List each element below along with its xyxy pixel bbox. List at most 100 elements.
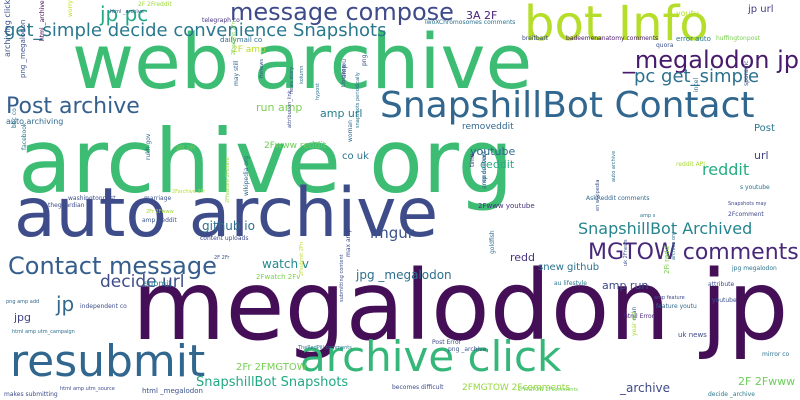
- word-au-lifestyle: au lifestyle: [554, 280, 587, 287]
- word-breitbart: breitbart: [522, 35, 549, 42]
- word-liberopay: Liberopay: [341, 62, 347, 87]
- word-snew-github: snew github: [538, 262, 600, 273]
- word-html-archive-2: html _archive: [110, 9, 144, 15]
- word-github-io: github io: [202, 219, 255, 233]
- word-youtu: youtu: [676, 9, 699, 18]
- word-s-youtube: s youtube: [740, 184, 770, 191]
- word-feature-youtu: feature youtu: [656, 303, 697, 310]
- word-auto-archive-small: auto archive: [611, 150, 617, 182]
- word-redd: redd: [510, 251, 536, 264]
- word-may-still: may still: [233, 60, 240, 86]
- word-reddit-api: reddit API: [676, 161, 706, 168]
- word-web-archive: web archive: [72, 17, 533, 106]
- word-attribution-link: attribution_link: [287, 90, 293, 128]
- word-3a-2f: 3A 2F: [466, 9, 498, 22]
- word-attribute: attribute: [708, 281, 735, 288]
- word-youtube: youtube: [470, 145, 516, 158]
- word-goldfish: goldfish: [489, 230, 496, 254]
- word-2ffeature-2fshare: 2Ffeature 2Fshare: [225, 157, 231, 203]
- word-decide-archive: decide _archive: [708, 391, 755, 398]
- word-2fwww-reddit: 2Fwww reddit: [264, 141, 327, 151]
- word-png-amp-add: png amp add: [6, 299, 40, 305]
- word-telegraph-co: telegraph co: [202, 17, 240, 24]
- word-post: Post: [754, 123, 775, 134]
- word-amp-content: amp content: [481, 150, 488, 189]
- word-facebook: facebook: [21, 122, 28, 150]
- word-2fwww-youtube: 2Fwww youtube: [478, 202, 535, 210]
- word-decide-url: decide url: [100, 272, 185, 292]
- word-snapshillbot-archived: SnapshillBot Archived: [578, 219, 753, 238]
- word-independent-co: independent co: [80, 303, 127, 310]
- word-theredpill-comments: TheRedPill comments: [298, 345, 352, 351]
- word-url: url: [754, 149, 769, 162]
- word-archive-org: archive org: [18, 110, 514, 213]
- word-jp-pc: jp pc: [100, 2, 149, 26]
- word-bbc-co: bbc co: [11, 108, 18, 128]
- word-resubmit: resubmit: [10, 336, 206, 387]
- word-woman: woman: [347, 120, 354, 142]
- word-hypost: hypost: [315, 83, 321, 100]
- word-time: time: [469, 153, 476, 167]
- word-washingtonpost: washingtonpost: [68, 195, 116, 202]
- word-2fi-2fr: 2Fi 2Fr: [176, 145, 196, 152]
- word-2fsubmit-2fn-2: 2Fsubmit 2Fn: [299, 241, 305, 276]
- word-amp-run: amp run: [602, 279, 649, 292]
- word-becomes-difficult: becomes difficult: [392, 384, 444, 391]
- word-contact-message: Contact message: [8, 252, 217, 280]
- word-submit: submit: [144, 279, 172, 288]
- word-snapshillbot-snapshots: SnapshillBot Snapshots: [196, 375, 349, 390]
- word-archiving-click: archiving click: [3, 0, 12, 58]
- word-mirror-co: mirror co: [762, 351, 790, 358]
- word-snapshillbot-contact: SnapshillBot Contact: [380, 85, 755, 126]
- word-pc-get-simple: pc get_simple: [634, 66, 760, 87]
- word-askreddit-comments: AskReddit comments: [586, 195, 650, 202]
- word-png: png: [361, 54, 368, 66]
- word-archive-underscore: _archive: [620, 381, 671, 395]
- word-2fcomment: 2Fcomment: [728, 211, 764, 218]
- word-auto-archive: auto archive: [14, 174, 439, 253]
- word-run-amp: run amp: [256, 101, 303, 114]
- word-year-old: year old: [631, 311, 638, 336]
- word-get-simple-decide: get_simple decide convenience Snapshots: [4, 20, 387, 41]
- word-amp-feature: amp feature: [654, 295, 685, 301]
- word-png-archive: png _archive: [448, 346, 487, 353]
- word-uk-2fnews: uk 2Fnews: [623, 239, 629, 266]
- word-archive-org-small: archive org: [671, 231, 677, 260]
- word-removeddit: removeddit: [462, 122, 514, 132]
- word-2fmgtow-2fcomments: 2FMGTOW 2Fcomments: [462, 383, 571, 393]
- word-mgtow-comments: MGTOW comments: [588, 240, 799, 265]
- word-wikipedia-org: wikipedia org: [243, 155, 250, 196]
- word-jpg-megalodon-2: jpg megalodon: [732, 265, 777, 272]
- word-2fwatch-2fv: 2Fwatch 2Fv: [256, 273, 301, 281]
- word-jpg: jpg: [14, 311, 32, 324]
- word-snapshots-periodically: snapshots periodically: [355, 72, 361, 128]
- word-2fr-2fwww: 2Fr 2Fwww: [146, 209, 174, 215]
- word-watch-v: watch v: [262, 257, 309, 271]
- word-bot-info: bot Info: [524, 0, 709, 52]
- word-co-uk: co uk: [342, 151, 369, 162]
- word-submitting-content: submitting content: [339, 254, 345, 302]
- word-incel: incel: [693, 77, 700, 92]
- word-html-amp-utm-campaign: html amp utm_campaign: [12, 329, 75, 335]
- word-rukh-gov: rukh gov: [145, 133, 152, 160]
- word-youtube-2: youtube: [712, 297, 737, 304]
- word-message-compose: message compose: [230, 0, 454, 26]
- word-quora: quora: [656, 42, 674, 49]
- word-makes-submitting: makes submitting: [4, 391, 58, 398]
- word-html-megalodon-2: html _megalodon: [142, 387, 203, 395]
- word-kolumn: kolumn: [299, 65, 305, 84]
- word-badeemenanatomy: badeemenanatomy comments: [566, 35, 659, 42]
- word-news-story: news story: [289, 66, 295, 94]
- word-megalodon-jp: megalodon jp: [132, 250, 789, 362]
- word-imgur: imgur: [370, 224, 414, 242]
- word-amp-ceddit: amp Ceddit: [142, 217, 177, 224]
- word-dailymail-co: dailymail co: [220, 36, 263, 44]
- word-sporadic: sporadic: [743, 60, 750, 86]
- word-html-archive: html _archive: [39, 0, 46, 41]
- word-ceddit: ceddit: [480, 158, 515, 171]
- word-max-amp: max amp: [345, 228, 352, 257]
- word-2fr-2fmgtow: 2Fr 2FMGTOW: [236, 362, 307, 373]
- word-auto-archiving: auto archiving: [6, 117, 64, 126]
- word-reddit: reddit: [702, 160, 750, 179]
- word-content-uploads: content uploads: [200, 235, 249, 242]
